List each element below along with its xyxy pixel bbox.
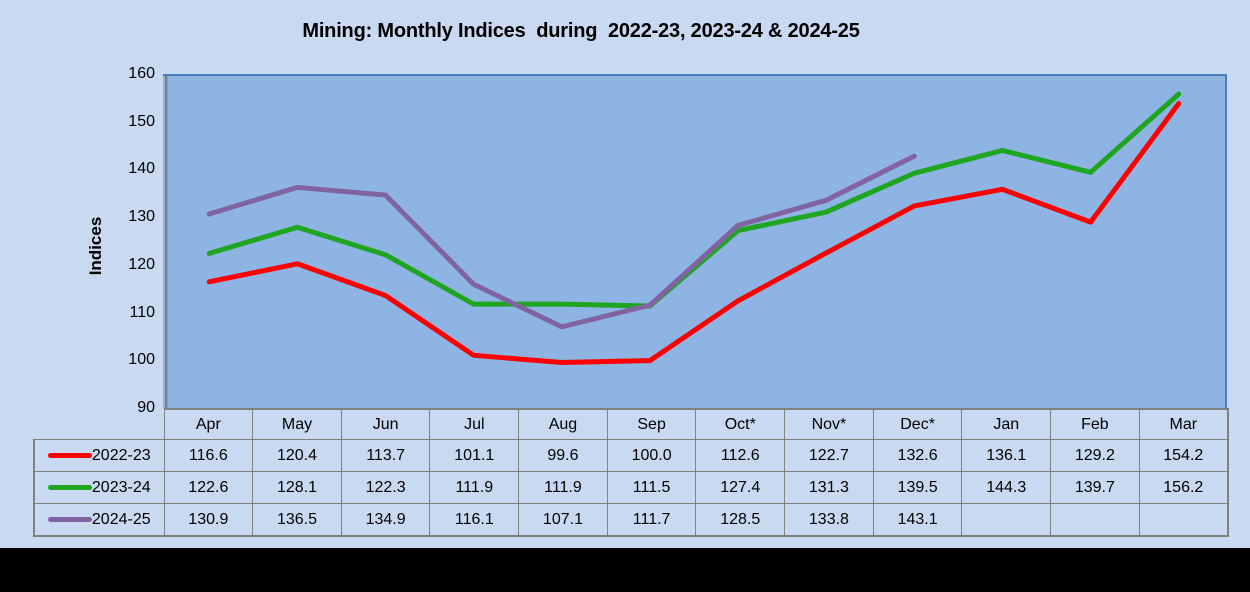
value-cell: 122.6	[163, 471, 254, 504]
legend-line-icon	[47, 517, 92, 522]
month-header: Feb	[1050, 408, 1140, 440]
value-cell: 129.2	[1050, 439, 1140, 472]
value-cell: 112.6	[695, 439, 786, 472]
table-row: 2022-23 116.6 120.4 113.7 101.1 99.6 100.0 112.…	[33, 439, 1229, 472]
y-axis-tick-label: 120	[128, 255, 155, 273]
value-cell: 136.1	[961, 439, 1052, 472]
y-axis-title: Indices	[86, 216, 105, 276]
value-cell: 101.1	[429, 439, 520, 472]
value-cell	[961, 503, 1052, 537]
month-header: Mar	[1138, 408, 1229, 440]
value-cell	[1050, 503, 1140, 537]
y-axis-tick-label: 160	[128, 65, 155, 82]
value-cell: 130.9	[163, 503, 254, 537]
table-header-row: Apr May Jun Jul Aug Sep Oct* Nov* Dec* Jan Feb Mar	[34, 408, 1229, 440]
legend-label: 2024-25	[91, 510, 151, 528]
value-cell	[1138, 503, 1229, 537]
value-cell: 122.3	[340, 471, 431, 504]
month-header: Apr	[163, 408, 254, 440]
y-axis-tick-label: 90	[137, 399, 155, 416]
table-corner-cell	[34, 409, 164, 440]
value-cell: 120.4	[252, 439, 342, 472]
value-cell: 144.3	[961, 471, 1052, 504]
table-row: 2024-25 130.9 136.5 134.9 116.1 107.1 111.7 128…	[33, 503, 1229, 537]
month-header: Sep	[606, 408, 697, 440]
value-cell: 139.7	[1050, 471, 1140, 504]
value-cell: 116.1	[429, 503, 520, 537]
y-axis-tick-label: 140	[128, 160, 155, 178]
legend-cell: 2022-23	[33, 439, 165, 472]
value-cell: 111.5	[606, 471, 697, 504]
value-cell: 132.6	[872, 439, 963, 472]
value-cell: 139.5	[872, 471, 963, 504]
legend-line-icon	[47, 453, 92, 458]
series-line-2024-25	[206, 153, 917, 330]
value-cell: 154.2	[1138, 439, 1229, 472]
value-cell: 127.4	[695, 471, 786, 504]
value-cell: 143.1	[872, 503, 963, 537]
value-cell: 156.2	[1138, 471, 1229, 504]
value-cell: 128.1	[252, 471, 342, 504]
month-header: Dec*	[872, 408, 963, 440]
chart-title: Mining: Monthly Indices during 2022-23, …	[302, 20, 860, 42]
value-cell: 107.1	[518, 503, 608, 537]
chart-frame: Mining: Monthly Indices during 2022-23, …	[0, 0, 1250, 548]
value-cell: 136.5	[252, 503, 342, 537]
series-line-2022-23	[206, 101, 1182, 365]
value-cell: 133.8	[784, 503, 874, 537]
month-header: Jul	[429, 408, 520, 440]
month-header: Nov*	[784, 408, 874, 440]
y-axis-tick-label: 150	[128, 112, 155, 130]
value-cell: 116.6	[163, 439, 254, 472]
value-cell: 111.7	[606, 503, 697, 537]
data-table: Apr May Jun Jul Aug Sep Oct* Nov* Dec* Jan Feb Mar 2…	[33, 408, 1229, 537]
month-header: Oct*	[695, 408, 786, 440]
table-row: 2023-24 122.6 128.1 122.3 111.9 111.9 111.5 127…	[33, 471, 1229, 504]
value-cell: 111.9	[429, 471, 520, 504]
y-axis-tick-label: 130	[128, 208, 155, 226]
month-header: Jun	[340, 408, 431, 440]
value-cell: 128.5	[695, 503, 786, 537]
legend-label: 2022-23	[91, 446, 151, 464]
value-cell: 99.6	[518, 439, 608, 472]
legend-label: 2023-24	[91, 478, 151, 496]
legend-cell: 2023-24	[33, 471, 165, 504]
value-cell: 134.9	[340, 503, 431, 537]
month-header: Aug	[518, 408, 608, 440]
month-header: Jan	[961, 408, 1052, 440]
value-cell: 122.7	[784, 439, 874, 472]
y-axis-tick-label: 110	[129, 303, 155, 321]
plot-area	[163, 74, 1227, 408]
value-cell: 113.7	[340, 439, 431, 472]
y-axis-tick-label: 100	[128, 351, 155, 369]
legend-cell: 2024-25	[33, 503, 165, 537]
legend-line-icon	[47, 485, 92, 490]
value-cell: 100.0	[606, 439, 697, 472]
value-cell: 111.9	[518, 471, 608, 504]
value-cell: 131.3	[784, 471, 874, 504]
month-header: May	[252, 408, 342, 440]
